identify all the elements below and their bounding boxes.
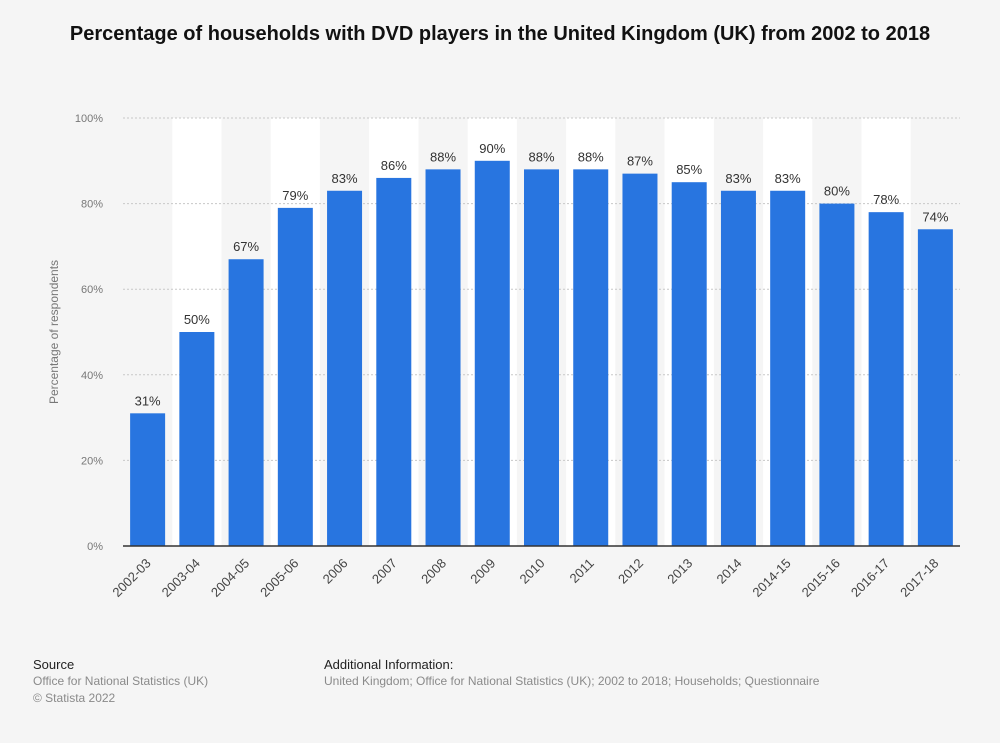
x-tick-label: 2004-05 xyxy=(208,556,252,600)
bar xyxy=(868,212,904,546)
x-tick-label: 2014 xyxy=(714,556,745,587)
value-label: 80% xyxy=(824,184,850,199)
bar xyxy=(277,207,313,546)
source-heading: Source xyxy=(33,657,75,672)
y-tick-label: 0% xyxy=(87,541,103,553)
bar xyxy=(179,332,215,546)
value-labels: 31% 50% 67% 79% 83% 86% 88% 90% 88% 88% 87% 85% 83% 8… xyxy=(135,141,949,409)
bar xyxy=(130,413,166,546)
y-tick-label: 100% xyxy=(75,113,103,125)
bar xyxy=(228,259,264,546)
x-tick-label: 2013 xyxy=(664,556,695,587)
y-tick-labels: 0% 20% 40% 60% 80% 100% xyxy=(75,113,103,553)
info-heading: Additional Information: xyxy=(324,657,454,672)
bar xyxy=(720,190,756,546)
source-line: Office for National Statistics (UK) xyxy=(33,674,209,688)
x-tick-label: 2007 xyxy=(369,556,400,587)
value-label: 83% xyxy=(332,171,358,186)
x-tick-label: 2014-15 xyxy=(749,556,793,600)
bar xyxy=(376,177,412,547)
x-tick-label: 2003-04 xyxy=(159,556,203,600)
bar xyxy=(671,182,707,546)
bar xyxy=(819,203,855,546)
x-tick-label: 2015-16 xyxy=(799,556,843,600)
x-tick-label: 2010 xyxy=(517,556,548,587)
copyright-line: © Statista 2022 xyxy=(33,691,116,705)
value-label: 90% xyxy=(479,141,505,156)
value-label: 50% xyxy=(184,312,210,327)
bar xyxy=(474,160,510,547)
y-tick-label: 40% xyxy=(81,370,103,382)
value-label: 74% xyxy=(922,209,948,224)
value-label: 83% xyxy=(725,171,751,186)
bar xyxy=(917,229,953,546)
y-tick-label: 80% xyxy=(81,199,103,211)
y-tick-label: 60% xyxy=(81,284,103,296)
value-label: 78% xyxy=(873,192,899,207)
x-tick-label: 2006 xyxy=(320,556,351,587)
x-tick-label: 2005-06 xyxy=(257,556,301,600)
x-tick-label: 2016-17 xyxy=(848,556,892,600)
y-axis-label: Percentage of respondents xyxy=(47,260,61,404)
value-label: 87% xyxy=(627,154,653,169)
value-label: 88% xyxy=(578,149,604,164)
x-tick-label: 2009 xyxy=(467,556,498,587)
bar xyxy=(327,190,363,546)
value-label: 83% xyxy=(775,171,801,186)
footer-additional-info: Additional Information: United Kingdom; … xyxy=(324,656,819,690)
y-tick-label: 20% xyxy=(81,455,103,467)
x-tick-label: 2002-03 xyxy=(109,556,153,600)
value-label: 88% xyxy=(528,149,554,164)
bar xyxy=(524,169,559,547)
x-tick-labels: 2002-03 2003-04 2004-05 2005-06 2006 2007 2008… xyxy=(109,556,941,600)
bar xyxy=(573,169,609,547)
info-text: United Kingdom; Office for National Stat… xyxy=(324,674,820,688)
bars xyxy=(130,160,953,547)
x-tick-label: 2017-18 xyxy=(897,556,941,600)
bar xyxy=(425,169,461,547)
value-label: 86% xyxy=(381,158,407,173)
x-tick-label: 2011 xyxy=(566,556,596,586)
footer-source: Source Office for National Statistics (U… xyxy=(33,656,208,707)
bar xyxy=(622,173,658,546)
chart-title: Percentage of households with DVD player… xyxy=(69,23,931,45)
x-tick-label: 2008 xyxy=(418,556,449,587)
value-label: 67% xyxy=(233,239,259,254)
value-label: 88% xyxy=(430,149,456,164)
x-tick-label: 2012 xyxy=(615,556,646,587)
value-label: 79% xyxy=(282,188,308,203)
value-label: 31% xyxy=(135,393,161,408)
value-label: 85% xyxy=(676,162,702,177)
bar xyxy=(770,190,806,546)
